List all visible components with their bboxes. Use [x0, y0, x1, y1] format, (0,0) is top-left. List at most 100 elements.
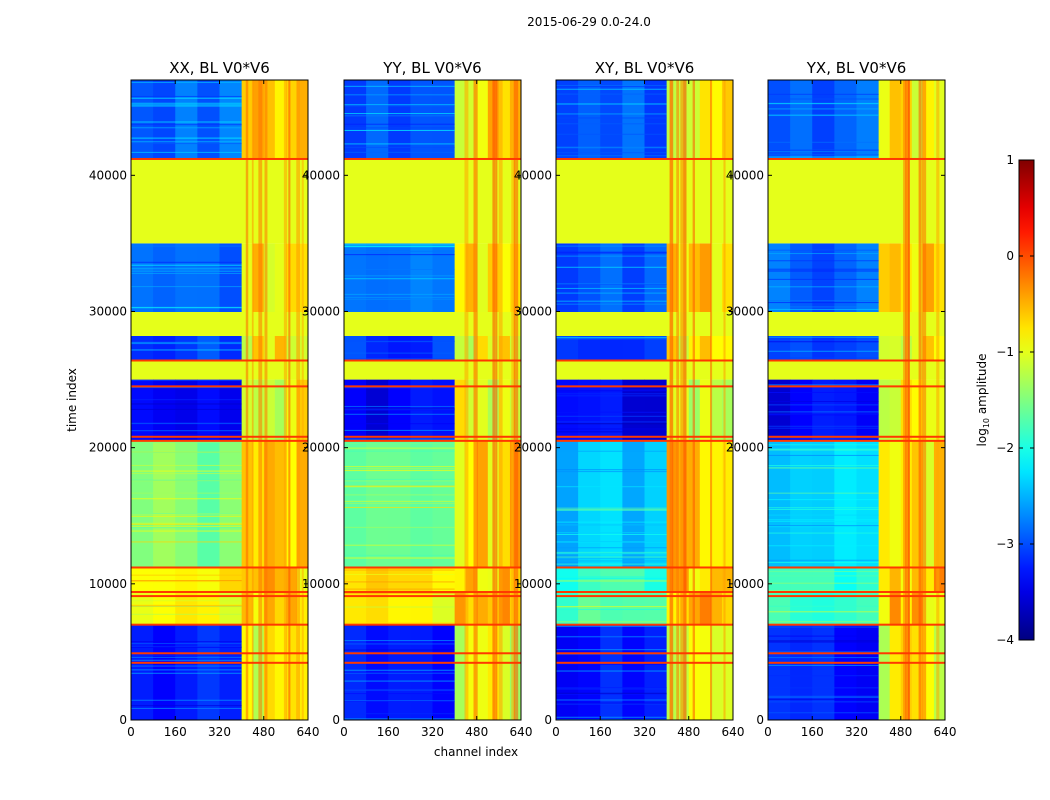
heatmap-stripe	[131, 604, 242, 606]
heatmap-cell	[911, 624, 924, 720]
heatmap-stripe	[131, 498, 242, 500]
heatmap-cell	[889, 80, 902, 160]
heatmap-stripe	[556, 664, 667, 666]
heatmap-stripe	[556, 428, 667, 430]
heatmap-cell	[465, 624, 478, 720]
heatmap-cell	[274, 80, 287, 160]
heatmap-column	[251, 80, 254, 720]
heatmap-stripe	[131, 349, 242, 351]
y-tick-label: 20000	[726, 441, 764, 455]
heatmap-stripe	[768, 465, 879, 467]
heatmap-cell	[889, 243, 902, 312]
heatmap-stripe	[768, 571, 879, 573]
heatmap-cell	[699, 379, 712, 442]
heatmap-cell	[600, 624, 623, 720]
heatmap-cell	[933, 336, 945, 360]
heatmap-stripe	[131, 124, 242, 126]
heatmap-cell	[933, 379, 945, 442]
heatmap-cell	[911, 336, 924, 360]
heatmap-stripe	[768, 391, 879, 393]
heatmap-stripe	[768, 156, 879, 158]
heatmap-cell	[768, 80, 791, 160]
heatmap-stripe	[768, 302, 879, 304]
heatmap-stripe	[131, 581, 242, 583]
heatmap-column	[676, 80, 680, 720]
heatmap-cell	[922, 592, 935, 626]
heatmap-stripe	[131, 137, 242, 139]
heatmap-stripe	[131, 422, 242, 424]
heatmap-cell	[556, 336, 579, 360]
heatmap-cell	[476, 243, 489, 312]
heatmap-stripe	[768, 150, 879, 152]
flag-line	[344, 439, 521, 442]
heatmap-stripe	[768, 575, 879, 577]
heatmap-cell	[644, 567, 668, 593]
flag-line	[556, 652, 733, 655]
heatmap-stripe	[131, 613, 242, 615]
heatmap-cell	[285, 336, 298, 360]
heatmap-stripe	[344, 340, 455, 342]
colorbar-tick-label: 1	[1006, 153, 1014, 167]
heatmap-cell	[878, 592, 891, 626]
heatmap-stripe	[556, 552, 667, 554]
heatmap-cell	[578, 243, 601, 312]
flag-line	[131, 623, 308, 626]
heatmap-stripe	[344, 450, 455, 452]
heatmap-cell	[911, 243, 924, 312]
heatmap-cell	[721, 336, 733, 360]
heatmap-stripe	[344, 297, 455, 299]
heatmap-stripe	[768, 444, 879, 446]
flag-line	[556, 359, 733, 362]
colorbar-tick-label: −2	[996, 441, 1014, 455]
heatmap-stripe	[768, 664, 879, 666]
heatmap-cell	[922, 624, 935, 720]
flag-line	[768, 661, 945, 664]
heatmap-stripe	[768, 93, 879, 95]
heatmap-stripe	[768, 532, 879, 534]
heatmap-stripe	[344, 423, 455, 425]
heatmap-stripe	[131, 95, 242, 97]
heatmap-cell	[556, 567, 579, 593]
heatmap-cell	[889, 592, 902, 626]
heatmap-cell	[175, 624, 198, 720]
flag-line	[768, 435, 945, 438]
heatmap-stripe	[556, 113, 667, 115]
heatmap-cell	[498, 624, 511, 720]
heatmap-cell	[600, 80, 623, 160]
heatmap-stripe	[131, 464, 242, 466]
heatmap-cell	[889, 567, 902, 593]
heatmap-stripe	[768, 357, 879, 359]
x-tick-label: 480	[465, 725, 488, 739]
x-tick-label: 640	[297, 725, 320, 739]
heatmap-column	[903, 80, 906, 720]
heatmap-cell	[432, 567, 456, 593]
heatmap-stripe	[768, 590, 879, 592]
heatmap-cell	[878, 567, 891, 593]
heatmap-stripe	[131, 513, 242, 515]
heatmap-stripe	[131, 665, 242, 667]
x-tick-label: 640	[722, 725, 745, 739]
panel-title: YY, BL V0*V6	[382, 59, 481, 77]
flag-line	[344, 623, 521, 626]
heatmap-cell	[834, 440, 857, 568]
heatmap-cell	[556, 80, 579, 160]
heatmap-cell	[285, 440, 298, 568]
heatmap-stripe	[131, 479, 242, 481]
heatmap-stripe	[556, 287, 667, 289]
heatmap-stripe	[131, 705, 242, 707]
heatmap-column	[283, 80, 288, 720]
flag-line	[344, 652, 521, 655]
panel-xx: XX, BL V0*V6 0 160 320 480 640 0 10000 20000 3000…	[89, 59, 320, 739]
heatmap-stripe	[768, 401, 879, 403]
heatmap-stripe	[344, 486, 455, 488]
heatmap-column	[474, 80, 477, 720]
heatmap-stripe	[344, 442, 455, 444]
y-tick-label: 30000	[302, 304, 340, 318]
heatmap-cell	[856, 624, 880, 720]
heatmap-cell	[878, 440, 891, 568]
heatmap-cell	[812, 336, 835, 360]
heatmap-cell	[219, 440, 243, 568]
heatmap-stripe	[131, 492, 242, 494]
heatmap-stripe	[556, 551, 667, 553]
heatmap-stripe	[768, 698, 879, 700]
